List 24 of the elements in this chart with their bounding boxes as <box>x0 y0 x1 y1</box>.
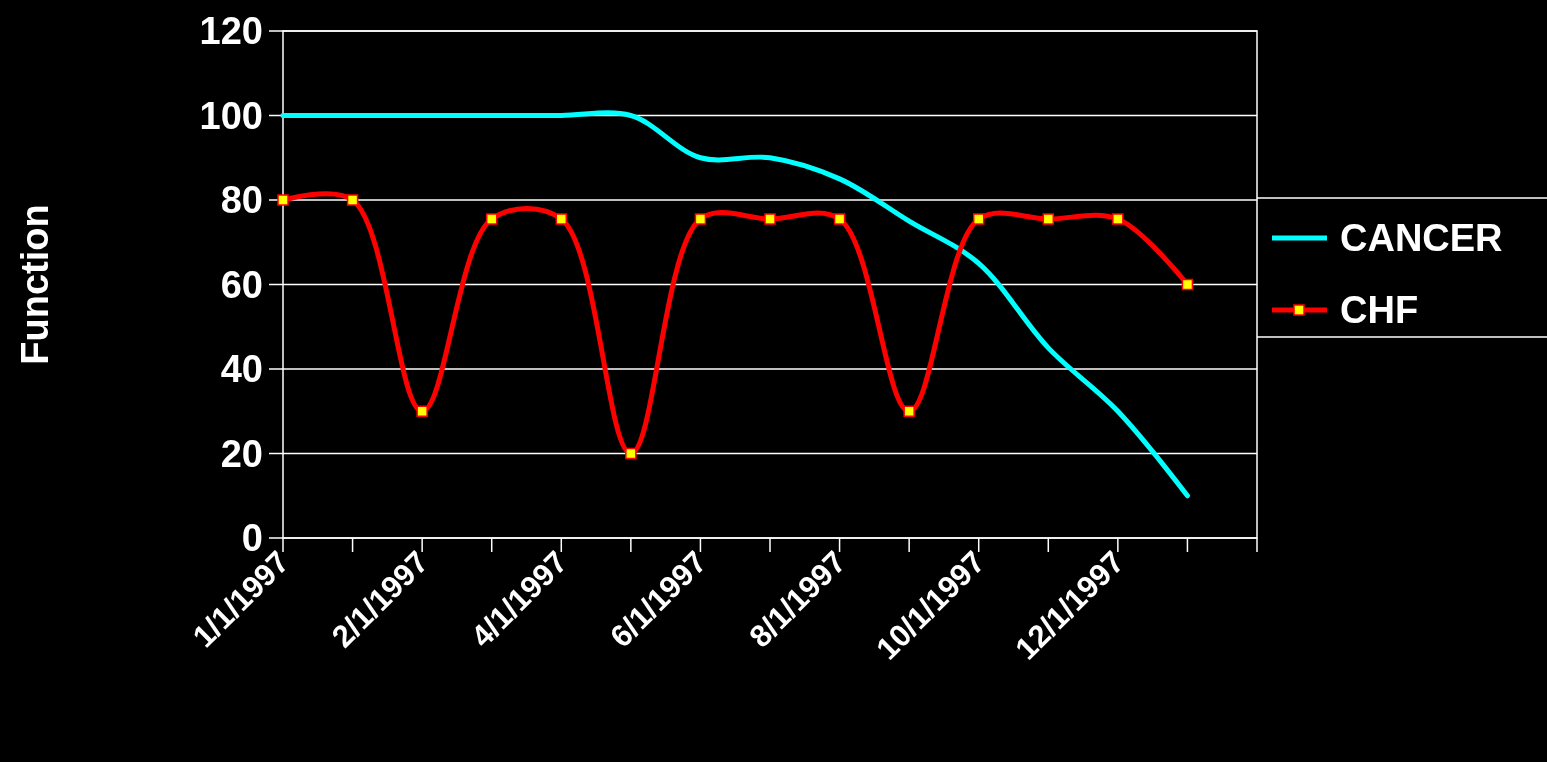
y-tick-label: 100 <box>199 94 263 137</box>
y-tick-label: 60 <box>220 263 263 306</box>
y-tick-label: 20 <box>220 432 263 475</box>
legend-label: CANCER <box>1340 217 1503 260</box>
point <box>833 213 846 225</box>
point <box>694 213 707 225</box>
point <box>972 213 985 225</box>
y-tick-label: 80 <box>220 179 263 222</box>
y-tick-label: 0 <box>241 517 263 560</box>
point <box>555 213 568 225</box>
point <box>764 213 776 225</box>
point <box>416 405 428 417</box>
y-tick-label: 40 <box>220 348 263 391</box>
point <box>903 405 915 417</box>
point <box>485 213 498 225</box>
point <box>277 194 289 206</box>
legend-label: CHF <box>1340 289 1419 332</box>
point <box>1042 213 1055 225</box>
y-tick-label: 120 <box>199 10 263 53</box>
y-axis-title: Function <box>14 204 56 365</box>
point <box>625 447 637 460</box>
point <box>1112 213 1124 225</box>
point <box>346 194 359 206</box>
point <box>1181 278 1194 291</box>
